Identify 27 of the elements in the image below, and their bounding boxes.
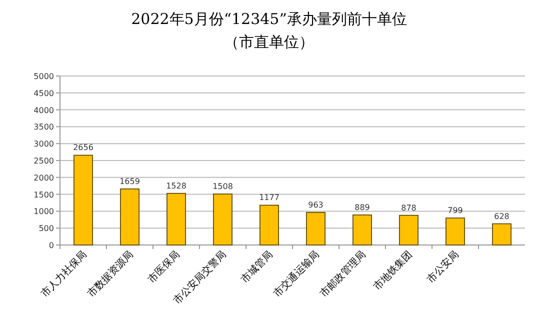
x-tick-label: 市公安局 [424,248,462,286]
data-label: 1177 [259,193,280,202]
y-tick-label: 4500 [34,88,54,98]
data-label: 799 [448,206,463,215]
y-tick-label: 1500 [34,190,54,200]
data-label: 1508 [212,182,233,192]
y-tick-label: 500 [38,224,54,234]
y-tick-label: 2500 [34,156,54,166]
data-label: 628 [494,212,510,221]
y-tick-label: 3000 [34,140,54,149]
y-tick-label: 0 [48,241,54,250]
x-tick-label: 市城管局 [238,248,276,286]
chart-subtitle: （市直单位） [224,33,314,51]
y-tick-label: 5000 [34,72,54,81]
y-tick-label: 2000 [34,173,54,182]
data-label: 889 [354,202,370,212]
data-label: 878 [401,203,416,212]
y-tick-label: 3500 [34,122,54,132]
chart-title: 2022年5月份“12345”承办量列前十单位 [131,10,407,28]
data-label: 2656 [73,143,94,152]
data-label: 1528 [166,181,186,190]
x-tick-label: 市医保局 [146,248,182,286]
data-label: 1659 [120,176,140,186]
data-label: 963 [308,200,324,210]
y-tick-label: 1000 [34,207,54,216]
x-tick-label: 市地铁集团 [371,248,415,292]
y-tick-label: 4000 [34,106,54,115]
